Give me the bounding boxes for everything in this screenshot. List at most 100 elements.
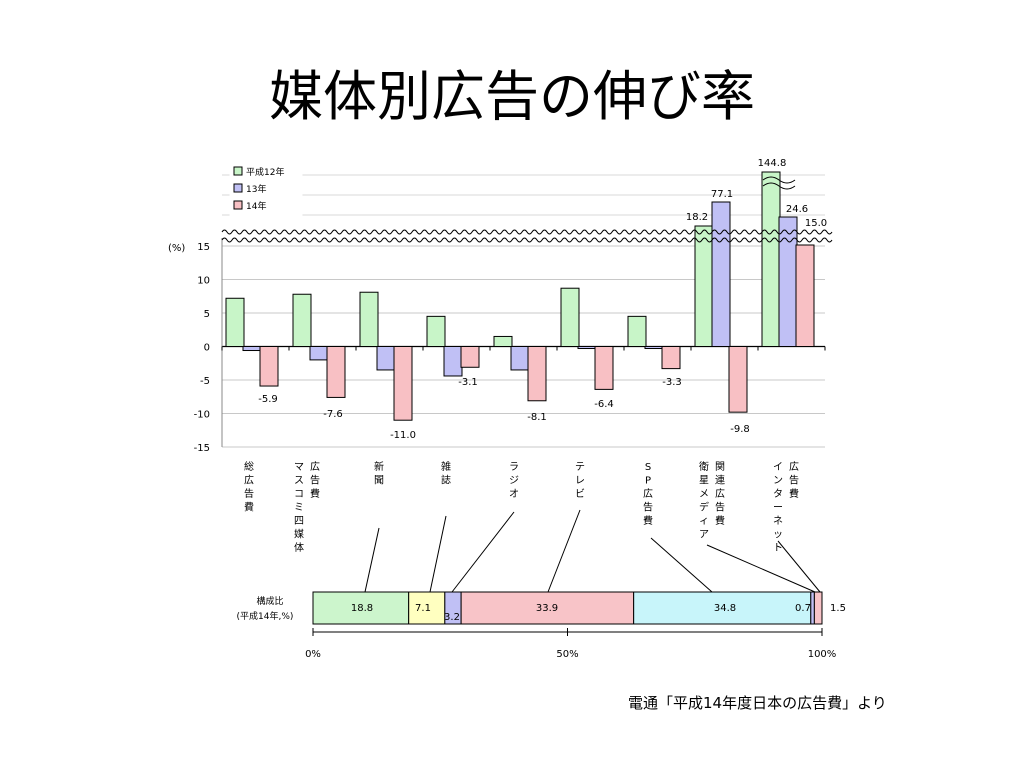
axes: 15 10 5 0 -5 -10 -15 (%) [168,238,826,454]
category-label-char: 新 [374,460,384,473]
leader-line [364,527,380,593]
bar-0-2 [259,346,279,387]
category-label-char: ア [699,530,709,541]
category-label-char: 費 [643,514,653,527]
data-label: 15.0 [805,218,827,229]
category-label-char: ビ [575,488,585,500]
composition-value-label: 7.1 [415,603,431,614]
bar-7-2 [728,346,748,413]
category-label-char: 総 [244,460,254,473]
bars [225,171,815,421]
category-label-char: 費 [244,501,254,514]
category-label-char: ー [773,503,783,514]
bar-2-2 [393,346,413,421]
composition-segment-4 [633,591,812,625]
bar-6-2 [661,346,681,370]
category-label-char: ジ [509,476,519,487]
composition-segment-5 [810,591,815,625]
category-label-char: 広 [244,474,254,487]
bar-break-mark [762,176,796,184]
slide-title: 媒体別広告の伸び率 [269,65,755,128]
composition-tick-label: 0% [305,649,321,660]
category-label-char: テ [575,462,585,473]
y-tick-label: 5 [204,309,210,320]
axis-break-line [221,229,833,235]
category-label-char: ッ [773,530,783,541]
category-label-char: 広 [643,487,653,500]
legend-swatch [233,183,243,193]
category-label-char: 誌 [441,474,451,487]
data-label: 24.6 [786,204,808,215]
leader-line [706,544,816,593]
bar-5-1 [577,346,597,350]
data-label: 18.2 [686,212,708,223]
legend-label: 14年 [246,200,266,212]
leader-line [547,509,581,593]
bar-7-0 [694,225,714,347]
composition-value-label: 33.9 [536,603,558,614]
bar-break-mark [762,182,796,190]
y-tick-label: -10 [194,410,210,421]
bar-1-1 [309,346,329,361]
y-tick-label: -5 [200,376,210,387]
y-axis-label: (%) [168,243,185,254]
bar-2-1 [376,346,396,371]
bar-6-1 [644,346,664,350]
category-label-char: ス [294,476,304,487]
bar-0-0 [225,297,245,348]
legend-label: 平成12年 [246,166,284,178]
composition-value-label: 0.7 [795,603,811,614]
category-label-char: 体 [294,542,304,554]
composition-bar: 構成比 (平成14年,%) 18.8 7.1 3.2 33.9 34.8 0.7 1.5 0% 50… [237,509,846,660]
category-label: ラジオ [509,461,519,500]
bar-8-0 [761,171,781,347]
data-label: -5.9 [258,394,278,405]
composition-label: (平成14年,%) [237,610,294,622]
composition-label: 構成比 [256,595,283,607]
bar-1-0 [292,293,312,347]
category-label-char: 告 [643,501,653,514]
bar-6-0 [627,315,647,348]
data-label: -8.1 [527,412,547,423]
category-label-char: オ [509,488,519,500]
category-label-char: デ [699,501,709,514]
category-label-char: 費 [715,514,725,527]
category-label-char: 費 [789,487,799,500]
category-label-char: イ [773,462,783,473]
category-label-char: 聞 [374,475,384,487]
leader-line [777,540,821,593]
data-label: -6.4 [594,399,614,410]
category-label-char: 広 [789,460,799,473]
category-label-char: マ [294,462,304,473]
category-label-char: S [645,462,651,473]
leader-line [429,515,447,593]
category-label-char: 告 [244,487,254,500]
category-label-char: ト [773,543,783,554]
data-label: -3.1 [458,377,478,388]
composition-segment-0 [312,591,410,625]
bar-3-1 [443,346,463,377]
category-label: 広告費 [789,460,799,500]
y-tick-label: -15 [194,443,210,454]
composition-tick-label: 50% [556,649,578,660]
category-labels: 総広告費マスコミ四媒体広告費新聞雑誌ラジオテレビSP広告費衛星メディア関連広告費… [244,460,799,554]
leader-line [451,511,515,593]
category-label-char: 告 [789,474,799,487]
y-tick-label: 0 [204,343,210,354]
category-label-char: ン [773,476,783,487]
category-label: 雑誌 [441,460,451,487]
data-labels: -5.9 -7.6 -11.0 -3.1 -8.1 -6.4 -3.3 18.2 77.1 -9.… [258,158,827,441]
legend-label: 13年 [246,183,266,195]
category-label-char: ネ [773,515,783,527]
composition-value-label: 3.2 [444,612,460,623]
bar-8-2 [795,244,815,347]
composition-value-label: 34.8 [714,603,736,614]
composition-segment-3 [460,591,635,625]
category-label-char: 広 [310,460,320,473]
